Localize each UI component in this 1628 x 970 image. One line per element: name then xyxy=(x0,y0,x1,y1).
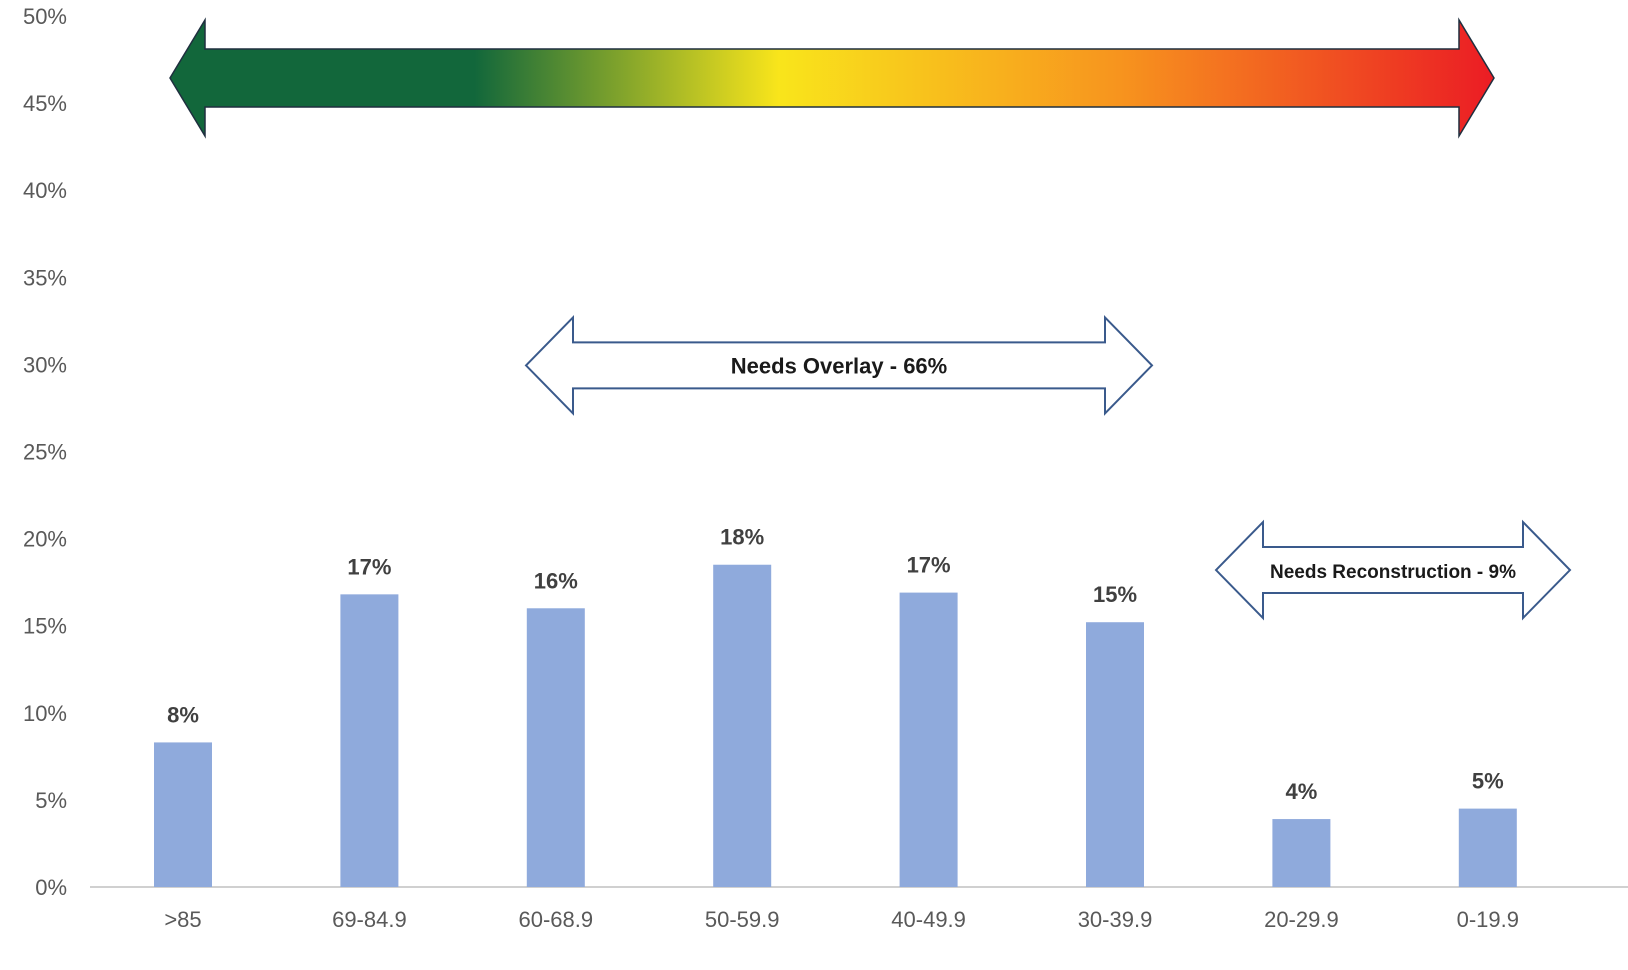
x-tick-label: 69-84.9 xyxy=(332,907,407,932)
severity-gradient-arrow xyxy=(169,17,1495,139)
annotation-label: Needs Overlay - 66% xyxy=(731,353,947,378)
x-tick-label: >85 xyxy=(164,907,201,932)
y-tick-label: 40% xyxy=(23,178,67,203)
y-tick-label: 50% xyxy=(23,4,67,29)
x-tick-label: 60-68.9 xyxy=(518,907,593,932)
y-tick-label: 25% xyxy=(23,440,67,465)
y-axis: 0% 5% 10% 15% 20% 25% 30% 35% 40% 45% 50% xyxy=(23,4,67,900)
data-label: 17% xyxy=(347,554,391,579)
y-tick-label: 35% xyxy=(23,265,67,290)
x-axis: >85 69-84.9 60-68.9 50-59.9 40-49.9 30-39.9 20… xyxy=(164,907,1519,932)
x-tick-label: 20-29.9 xyxy=(1264,907,1339,932)
data-label: 16% xyxy=(534,568,578,593)
bars xyxy=(154,564,1517,887)
y-tick-label: 15% xyxy=(23,614,67,639)
x-tick-label: 50-59.9 xyxy=(705,907,780,932)
y-tick-label: 20% xyxy=(23,527,67,552)
data-labels: 8% 17% 16% 18% 17% 15% 4% 5% xyxy=(167,525,1504,804)
data-label: 15% xyxy=(1093,582,1137,607)
y-tick-label: 45% xyxy=(23,91,67,116)
data-label: 8% xyxy=(167,702,199,727)
y-tick-label: 0% xyxy=(35,875,67,900)
x-tick-label: 40-49.9 xyxy=(891,907,966,932)
annotation-label: Needs Reconstruction - 9% xyxy=(1270,562,1516,583)
data-label: 17% xyxy=(907,553,951,578)
x-tick-label: 0-19.9 xyxy=(1457,907,1519,932)
y-tick-label: 5% xyxy=(35,788,67,813)
data-label: 5% xyxy=(1472,769,1504,794)
bar xyxy=(899,592,958,887)
x-tick-label: 30-39.9 xyxy=(1078,907,1153,932)
annotation-arrow xyxy=(524,314,1154,416)
annotations: Needs Overlay - 66% Needs Reconstruction … xyxy=(524,314,1572,621)
data-label: 4% xyxy=(1286,779,1318,804)
bar xyxy=(1086,622,1144,887)
y-tick-label: 30% xyxy=(23,352,67,377)
bar xyxy=(1458,808,1517,887)
bar xyxy=(713,564,772,887)
bar xyxy=(340,594,399,887)
y-tick-label: 10% xyxy=(23,701,67,726)
bar xyxy=(1272,819,1331,887)
bar xyxy=(154,742,212,887)
data-label: 18% xyxy=(720,525,764,550)
bar xyxy=(526,608,585,887)
annotation-arrow xyxy=(1214,519,1572,621)
